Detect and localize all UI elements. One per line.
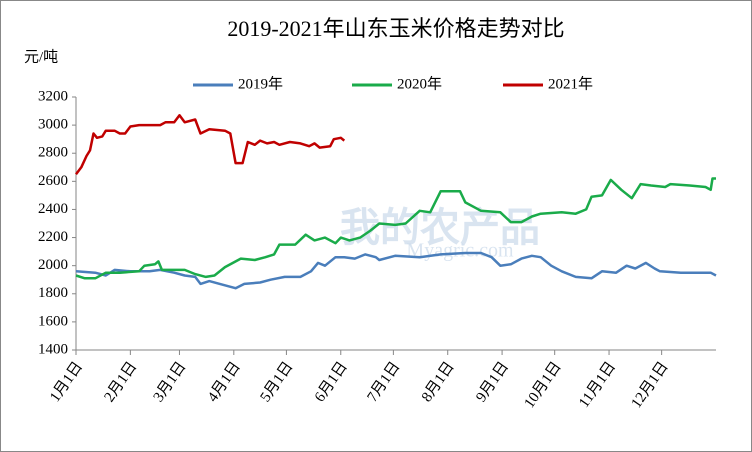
watermark: Myagric.com [406,240,514,262]
series-line [75,114,346,176]
legend-label: 2021年 [548,75,593,92]
y-tick-label: 2600 [38,173,68,189]
series-line [75,177,716,280]
y-tick-label: 2000 [38,257,68,273]
y-tick-label: 1400 [38,341,68,357]
y-tick-label: 2800 [38,145,68,161]
y-tick-label: 3000 [38,117,68,133]
y-tick-label: 2400 [38,201,68,217]
y-tick-label: 3200 [38,88,68,104]
series-line [75,251,717,290]
chart-title: 2019-2021年山东玉米价格走势对比 [227,16,564,41]
y-axis-label: 元/吨 [24,48,58,65]
y-tick-label: 1600 [38,313,68,329]
legend-label: 2020年 [397,75,442,92]
legend-label: 2019年 [238,75,283,92]
y-tick-label: 2200 [38,229,68,245]
y-tick-label: 1800 [38,285,68,301]
